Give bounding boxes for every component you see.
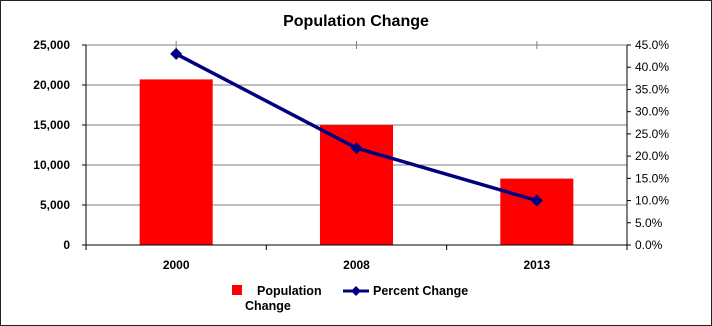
x-tick-label: 2008 [343,258,370,272]
left-tick-label: 20,000 [33,78,70,92]
right-tick-label: 30.0% [635,105,669,119]
right-tick-label: 0.0% [635,238,663,252]
x-tick-label: 2013 [523,258,550,272]
legend-label-population-line2: Change [245,299,291,313]
legend-marker-percent-change [351,286,361,296]
legend: Population Change Percent Change [232,284,468,313]
chart-title: Population Change [283,13,429,30]
right-tick-label: 40.0% [635,60,669,74]
tick-labels: 0 5,000 10,000 15,000 20,000 25,000 0.0% 5.0% 10… [33,38,669,272]
right-tick-label: 35.0% [635,82,669,96]
bar-2013 [500,178,574,245]
right-tick-label: 5.0% [635,216,663,230]
right-tick-label: 20.0% [635,149,669,163]
percent-change-marker-2008 [350,142,363,155]
left-tick-label: 15,000 [33,118,70,132]
left-tick-label: 0 [63,238,70,252]
left-tick-label: 10,000 [33,158,70,172]
x-tick-label: 2000 [163,258,190,272]
axes [82,41,631,250]
legend-swatch-population-change [232,285,242,295]
legend-label-percent-change: Percent Change [373,284,468,298]
left-tick-label: 25,000 [33,38,70,52]
left-tick-label: 5,000 [40,198,70,212]
right-tick-label: 15.0% [635,171,669,185]
line-series [170,47,543,207]
bar-2000 [139,79,213,246]
right-tick-label: 10.0% [635,194,669,208]
legend-label-population-line1: Population [257,284,322,298]
percent-change-marker-2013 [530,194,543,207]
percent-change-marker-2000 [170,47,183,60]
right-tick-label: 25.0% [635,127,669,141]
right-tick-label: 45.0% [635,38,669,52]
